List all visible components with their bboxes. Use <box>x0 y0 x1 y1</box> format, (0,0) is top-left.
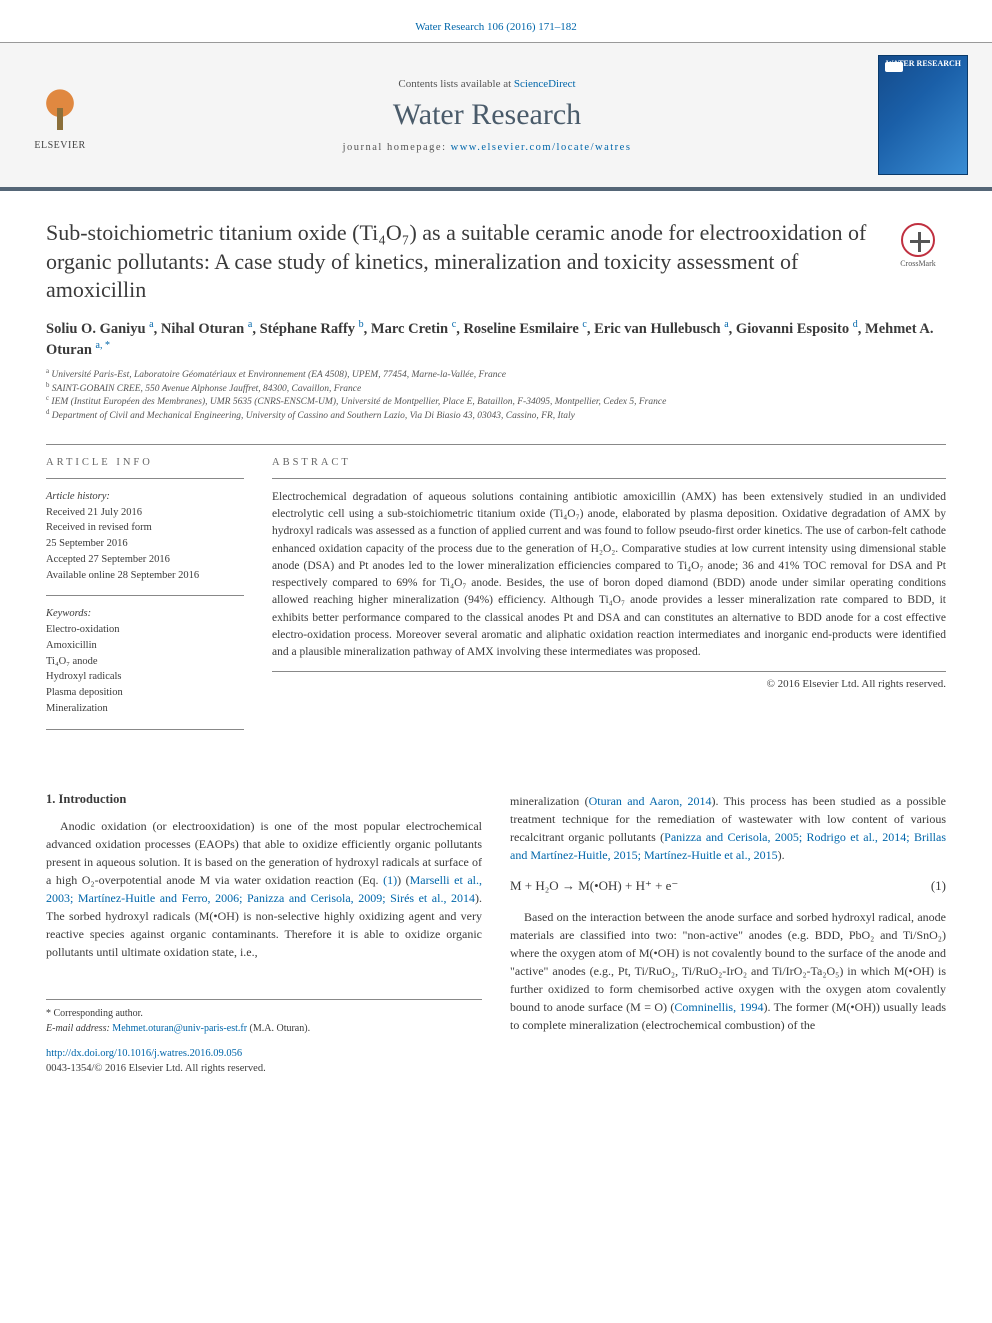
publisher-name: ELSEVIER <box>24 140 96 151</box>
keyword: Electro-oxidation <box>46 622 244 638</box>
article-body: Sub-stoichiometric titanium oxide (Ti₄O₇… <box>0 191 992 1117</box>
citation-text: Water Research 106 (2016) 171–182 <box>415 21 577 33</box>
intro-para-3: Based on the interaction between the ano… <box>510 908 946 1034</box>
affiliation-line: d Department of Civil and Mechanical Eng… <box>46 410 946 424</box>
article-info-header: ARTICLE INFO <box>46 445 244 479</box>
doi-block: http://dx.doi.org/10.1016/j.watres.2016.… <box>46 1046 482 1078</box>
title-block: Sub-stoichiometric titanium oxide (Ti₄O₇… <box>46 219 946 305</box>
affiliation-line: c IEM (Institut Européen des Membranes),… <box>46 396 946 410</box>
history-line: Accepted 27 September 2016 <box>46 552 244 568</box>
affiliation-line: a Université Paris-Est, Laboratoire Géom… <box>46 369 946 383</box>
history-line: Available online 28 September 2016 <box>46 568 244 584</box>
affiliations: a Université Paris-Est, Laboratoire Géom… <box>46 369 946 424</box>
history-line: 25 September 2016 <box>46 536 244 552</box>
corr-label: * Corresponding author. <box>46 1006 482 1021</box>
section-heading-intro: 1. Introduction <box>46 792 482 807</box>
abstract-copyright: © 2016 Elsevier Ltd. All rights reserved… <box>272 678 946 690</box>
abstract-text: Electrochemical degradation of aqueous s… <box>272 489 946 673</box>
eq-ref-1[interactable]: (1) <box>383 873 397 887</box>
intro-para-2: mineralization (Oturan and Aaron, 2014).… <box>510 792 946 864</box>
info-abstract-row: ARTICLE INFO Article history: Received 2… <box>46 444 946 740</box>
homepage-line: journal homepage: www.elsevier.com/locat… <box>96 142 878 153</box>
cite-comninellis-1994[interactable]: Comninellis, 1994 <box>674 1000 763 1014</box>
cover-title: WATER RESEARCH <box>886 60 961 69</box>
keyword: Ti₄O₇ anode <box>46 654 244 670</box>
corresponding-author-block: * Corresponding author. E-mail address: … <box>46 999 482 1036</box>
right-column: mineralization (Oturan and Aaron, 2014).… <box>510 792 946 1078</box>
keyword: Hydroxyl radicals <box>46 669 244 685</box>
keywords-label: Keywords: <box>46 606 244 622</box>
corr-email-link[interactable]: Mehmet.oturan@univ-paris-est.fr <box>112 1023 247 1034</box>
intro-para-1: Anodic oxidation (or electrooxidation) i… <box>46 817 482 961</box>
sciencedirect-link[interactable]: ScienceDirect <box>514 78 576 90</box>
abstract-column: ABSTRACT Electrochemical degradation of … <box>272 445 946 740</box>
history-line: Received in revised form <box>46 520 244 536</box>
abstract-header: ABSTRACT <box>272 445 946 479</box>
article-title: Sub-stoichiometric titanium oxide (Ti₄O₇… <box>46 219 874 305</box>
body-columns: 1. Introduction Anodic oxidation (or ele… <box>46 792 946 1078</box>
publisher-logo[interactable]: ELSEVIER <box>24 80 96 151</box>
affiliation-line: b SAINT-GOBAIN CREE, 550 Avenue Alphonse… <box>46 383 946 397</box>
cite-oturan-2014[interactable]: Oturan and Aaron, 2014 <box>589 794 712 808</box>
doi-link[interactable]: http://dx.doi.org/10.1016/j.watres.2016.… <box>46 1048 242 1059</box>
masthead-center: Contents lists available at ScienceDirec… <box>96 78 878 153</box>
elsevier-tree-icon <box>31 80 89 138</box>
history-label: Article history: <box>46 489 244 505</box>
equation-number: (1) <box>931 878 946 894</box>
author-list: Soliu O. Ganiyu a, Nihal Oturan a, Stéph… <box>46 319 946 361</box>
equation-body: M + H₂O → M(•OH) + H⁺ + e⁻ <box>510 878 678 894</box>
history-line: Received 21 July 2016 <box>46 505 244 521</box>
keywords-block: Keywords: Electro-oxidationAmoxicillinTi… <box>46 606 244 729</box>
crossmark-icon <box>901 223 935 257</box>
homepage-link[interactable]: www.elsevier.com/locate/watres <box>451 142 632 153</box>
keyword: Mineralization <box>46 701 244 717</box>
journal-cover-thumbnail[interactable]: WATER RESEARCH <box>878 55 968 175</box>
journal-title: Water Research <box>96 98 878 132</box>
left-column: 1. Introduction Anodic oxidation (or ele… <box>46 792 482 1078</box>
keyword: Amoxicillin <box>46 638 244 654</box>
issn-copyright: 0043-1354/© 2016 Elsevier Ltd. All right… <box>46 1063 266 1074</box>
equation-1: M + H₂O → M(•OH) + H⁺ + e⁻ (1) <box>510 878 946 894</box>
keyword: Plasma deposition <box>46 685 244 701</box>
running-header: Water Research 106 (2016) 171–182 <box>0 0 992 42</box>
crossmark-badge[interactable]: CrossMark <box>890 223 946 268</box>
article-history: Article history: Received 21 July 2016Re… <box>46 489 244 597</box>
masthead: ELSEVIER Contents lists available at Sci… <box>0 42 992 191</box>
contents-line: Contents lists available at ScienceDirec… <box>96 78 878 90</box>
crossmark-label: CrossMark <box>890 259 946 268</box>
corr-email-line: E-mail address: Mehmet.oturan@univ-paris… <box>46 1021 482 1036</box>
article-info-column: ARTICLE INFO Article history: Received 2… <box>46 445 244 740</box>
